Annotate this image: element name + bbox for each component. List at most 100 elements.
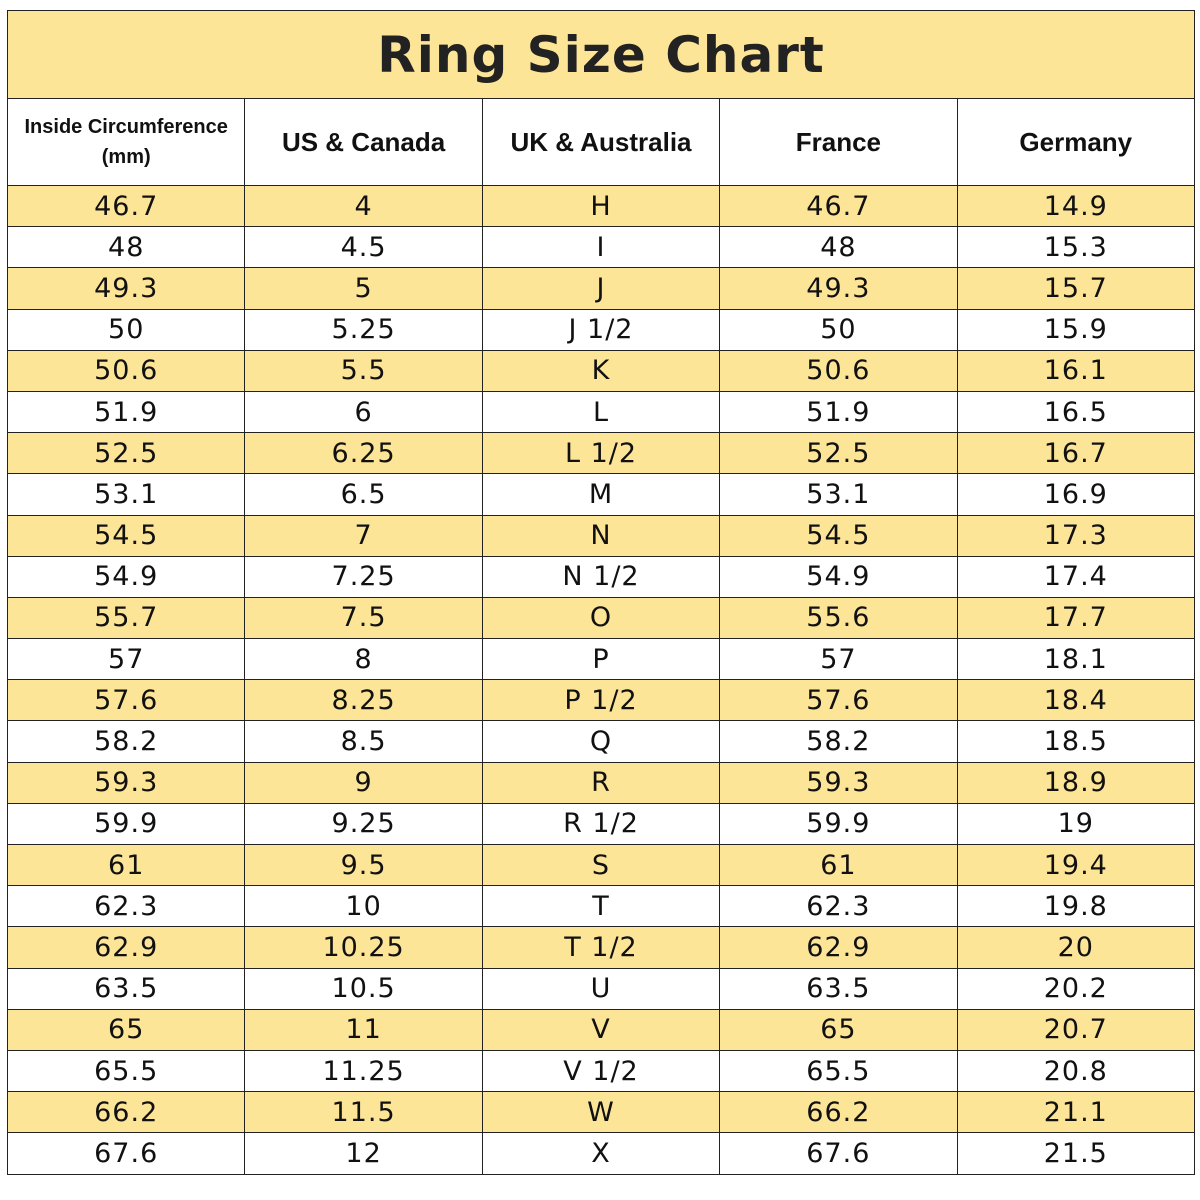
table-row: 65 11 V 65 20.7 bbox=[6, 1008, 1196, 1051]
table-row: 46.7 4 H 46.7 14.9 bbox=[6, 184, 1196, 228]
cell-us-canada: 6 bbox=[244, 390, 483, 434]
table-row: 50.6 5.5 K 50.6 16.1 bbox=[6, 349, 1196, 392]
cell-circumference: 66.2 bbox=[6, 1091, 246, 1134]
cell-us-canada: 10.5 bbox=[244, 967, 483, 1010]
header-inside-circumference: Inside Circumference (mm) bbox=[6, 98, 246, 186]
cell-uk-australia: K bbox=[481, 349, 721, 392]
table-title: Ring Size Chart bbox=[7, 10, 1195, 99]
table-row: 58.2 8.5 Q 58.2 18.5 bbox=[6, 720, 1196, 763]
cell-us-canada: 9.25 bbox=[244, 802, 483, 846]
cell-france: 57.6 bbox=[719, 679, 958, 722]
table-row: 54.5 7 N 54.5 17.3 bbox=[6, 514, 1196, 557]
cell-circumference: 54.9 bbox=[6, 555, 246, 598]
cell-germany: 15.9 bbox=[956, 308, 1196, 351]
header-unit: (mm) bbox=[101, 146, 151, 168]
cell-france: 50.6 bbox=[719, 349, 958, 392]
table-row: 67.6 12 X 67.6 21.5 bbox=[6, 1132, 1196, 1175]
header-uk-australia: UK & Australia bbox=[481, 98, 721, 186]
cell-circumference: 61 bbox=[6, 843, 246, 887]
cell-uk-australia: O bbox=[481, 596, 721, 640]
cell-uk-australia: U bbox=[481, 967, 721, 1010]
cell-us-canada: 7.25 bbox=[244, 555, 483, 598]
cell-france: 65 bbox=[719, 1008, 958, 1051]
header-us-canada: US & Canada bbox=[244, 98, 483, 186]
table-row: 62.9 10.25 T 1/2 62.9 20 bbox=[6, 926, 1196, 969]
cell-us-canada: 10 bbox=[244, 885, 483, 928]
table-row: 59.9 9.25 R 1/2 59.9 19 bbox=[6, 802, 1196, 846]
cell-germany: 18.9 bbox=[956, 761, 1196, 804]
cell-uk-australia: W bbox=[481, 1091, 721, 1134]
cell-us-canada: 9 bbox=[244, 761, 483, 804]
cell-uk-australia: H bbox=[481, 184, 721, 228]
cell-circumference: 58.2 bbox=[6, 720, 246, 763]
table-row: 57 8 P 57 18.1 bbox=[6, 638, 1196, 681]
table-row: 66.2 11.5 W 66.2 21.1 bbox=[6, 1091, 1196, 1134]
cell-us-canada: 11.5 bbox=[244, 1091, 483, 1134]
cell-germany: 16.9 bbox=[956, 473, 1196, 516]
cell-us-canada: 8.5 bbox=[244, 720, 483, 763]
cell-uk-australia: P bbox=[481, 638, 721, 681]
cell-uk-australia: N 1/2 bbox=[481, 555, 721, 598]
cell-germany: 19 bbox=[956, 802, 1196, 846]
cell-circumference: 50 bbox=[6, 308, 246, 351]
cell-circumference: 62.3 bbox=[6, 885, 246, 928]
cell-uk-australia: M bbox=[481, 473, 721, 516]
table-row: 49.3 5 J 49.3 15.7 bbox=[6, 267, 1196, 310]
cell-us-canada: 4.5 bbox=[244, 226, 483, 269]
cell-france: 63.5 bbox=[719, 967, 958, 1010]
cell-germany: 19.4 bbox=[956, 843, 1196, 887]
cell-germany: 18.5 bbox=[956, 720, 1196, 763]
cell-germany: 20.2 bbox=[956, 967, 1196, 1010]
cell-france: 50 bbox=[719, 308, 958, 351]
cell-circumference: 57 bbox=[6, 638, 246, 681]
cell-uk-australia: N bbox=[481, 514, 721, 557]
header-line: Inside Circumference bbox=[24, 116, 228, 138]
table-row: 54.9 7.25 N 1/2 54.9 17.4 bbox=[6, 555, 1196, 598]
table-row: 59.3 9 R 59.3 18.9 bbox=[6, 761, 1196, 804]
cell-germany: 20 bbox=[956, 926, 1196, 969]
cell-germany: 18.4 bbox=[956, 679, 1196, 722]
cell-circumference: 48 bbox=[6, 226, 246, 269]
cell-germany: 16.1 bbox=[956, 349, 1196, 392]
cell-circumference: 59.3 bbox=[6, 761, 246, 804]
cell-uk-australia: T 1/2 bbox=[481, 926, 721, 969]
cell-france: 57 bbox=[719, 638, 958, 681]
cell-germany: 19.8 bbox=[956, 885, 1196, 928]
cell-france: 66.2 bbox=[719, 1091, 958, 1134]
cell-us-canada: 10.25 bbox=[244, 926, 483, 969]
cell-germany: 20.8 bbox=[956, 1049, 1196, 1093]
cell-us-canada: 5.25 bbox=[244, 308, 483, 351]
cell-us-canada: 6.25 bbox=[244, 432, 483, 475]
cell-germany: 16.5 bbox=[956, 390, 1196, 434]
table-row: 63.5 10.5 U 63.5 20.2 bbox=[6, 967, 1196, 1010]
cell-uk-australia: L bbox=[481, 390, 721, 434]
cell-france: 54.9 bbox=[719, 555, 958, 598]
cell-circumference: 57.6 bbox=[6, 679, 246, 722]
cell-circumference: 65 bbox=[6, 1008, 246, 1051]
cell-circumference: 54.5 bbox=[6, 514, 246, 557]
cell-uk-australia: R 1/2 bbox=[481, 802, 721, 846]
cell-circumference: 53.1 bbox=[6, 473, 246, 516]
cell-us-canada: 8.25 bbox=[244, 679, 483, 722]
header-germany: Germany bbox=[956, 98, 1196, 186]
cell-us-canada: 11.25 bbox=[244, 1049, 483, 1093]
cell-uk-australia: X bbox=[481, 1132, 721, 1175]
cell-circumference: 49.3 bbox=[6, 267, 246, 310]
cell-us-canada: 6.5 bbox=[244, 473, 483, 516]
cell-france: 65.5 bbox=[719, 1049, 958, 1093]
cell-uk-australia: J bbox=[481, 267, 721, 310]
cell-germany: 16.7 bbox=[956, 432, 1196, 475]
cell-us-canada: 4 bbox=[244, 184, 483, 228]
header-row: Inside Circumference (mm) US & Canada UK … bbox=[6, 98, 1196, 186]
cell-us-canada: 5.5 bbox=[244, 349, 483, 392]
cell-germany: 17.4 bbox=[956, 555, 1196, 598]
cell-france: 67.6 bbox=[719, 1132, 958, 1175]
cell-us-canada: 7 bbox=[244, 514, 483, 557]
table-row: 57.6 8.25 P 1/2 57.6 18.4 bbox=[6, 679, 1196, 722]
table-row: 65.5 11.25 V 1/2 65.5 20.8 bbox=[6, 1049, 1196, 1093]
cell-germany: 21.5 bbox=[956, 1132, 1196, 1175]
cell-uk-australia: L 1/2 bbox=[481, 432, 721, 475]
cell-france: 55.6 bbox=[719, 596, 958, 640]
cell-france: 53.1 bbox=[719, 473, 958, 516]
cell-uk-australia: V bbox=[481, 1008, 721, 1051]
